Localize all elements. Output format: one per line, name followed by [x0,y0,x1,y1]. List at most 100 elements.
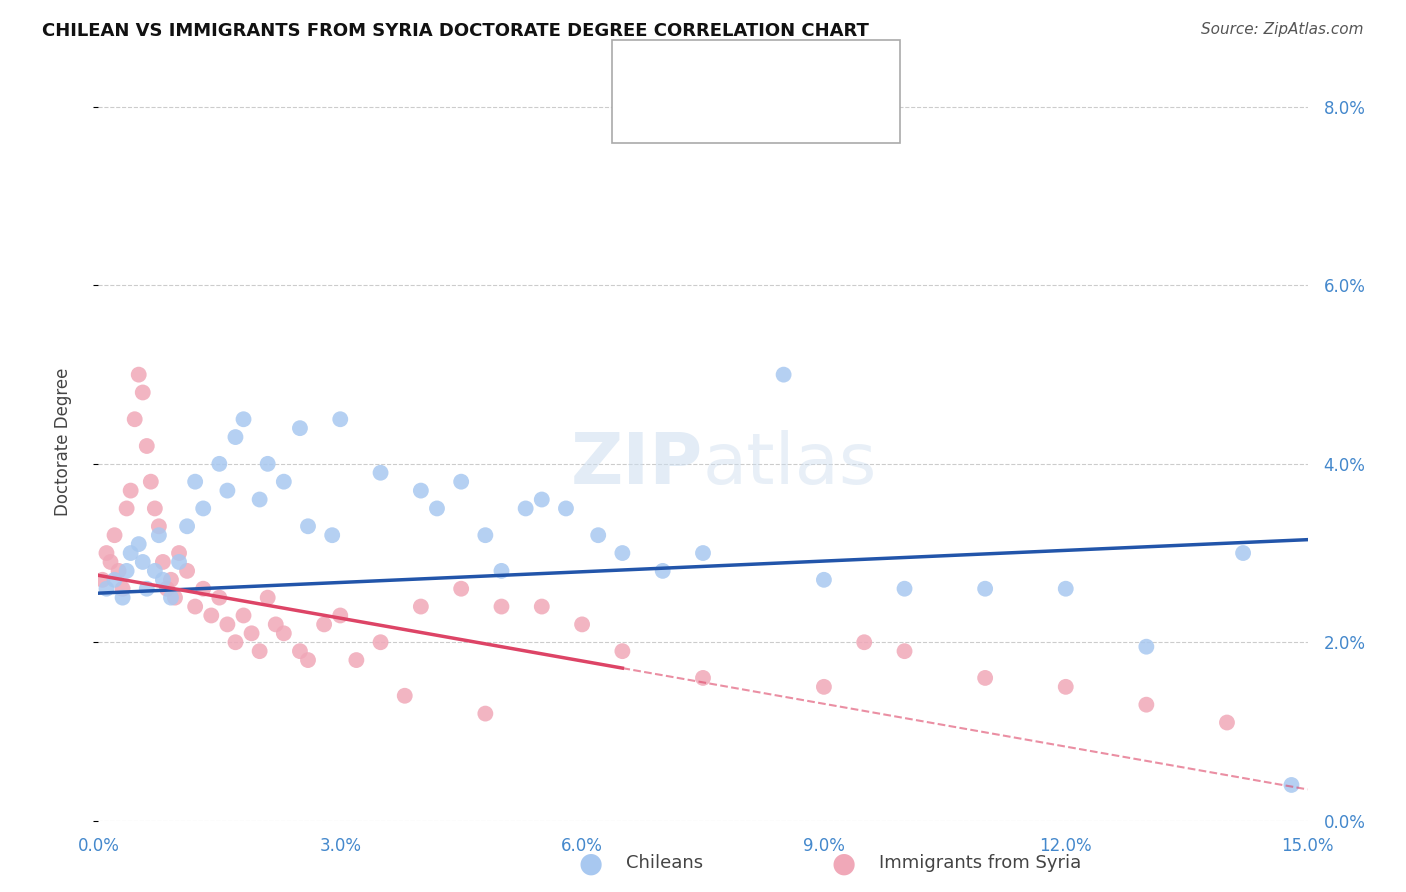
Point [612,644,634,658]
Point [148,519,170,533]
Point [132,385,155,400]
Point [208,457,231,471]
Point [139,475,162,489]
Point [555,501,578,516]
Text: R =  0.107   N = 48: R = 0.107 N = 48 [669,65,859,83]
Point [249,644,271,658]
Point [515,501,537,516]
Point [217,617,239,632]
Point [491,564,513,578]
Point [256,457,278,471]
Point [107,564,129,578]
Y-axis label: Doctorate Degree: Doctorate Degree [53,368,72,516]
Point [273,475,295,489]
Point [124,412,146,426]
Point [297,653,319,667]
Point [152,555,174,569]
Point [103,528,125,542]
Point [232,608,254,623]
Point [612,546,634,560]
Point [853,635,876,649]
Point [1281,778,1303,792]
Point [893,582,915,596]
Point [249,492,271,507]
Point [167,555,190,569]
Point [370,466,392,480]
Point [450,475,472,489]
Point [160,591,183,605]
Point [1232,546,1254,560]
Point [143,501,166,516]
Point [394,689,416,703]
Point [176,564,198,578]
Point [273,626,295,640]
Point [135,582,157,596]
Point [115,564,138,578]
Point [264,617,287,632]
Point [1135,640,1157,654]
Point [232,412,254,426]
Text: ●: ● [831,849,856,878]
Text: ●: ● [578,849,603,878]
Point [314,617,336,632]
Point [491,599,513,614]
Point [813,680,835,694]
Point [692,671,714,685]
Point [1135,698,1157,712]
Text: atlas: atlas [703,430,877,499]
Point [184,599,207,614]
Point [530,492,553,507]
Text: Immigrants from Syria: Immigrants from Syria [879,855,1081,872]
Point [426,501,449,516]
Point [100,555,122,569]
Point [184,475,207,489]
Point [974,582,997,596]
Point [651,564,673,578]
Point [208,591,231,605]
Point [120,546,142,560]
Point [329,608,352,623]
Point [474,706,496,721]
Point [200,608,222,623]
Point [160,573,183,587]
Point [128,368,150,382]
Point [474,528,496,542]
Point [224,430,246,444]
Point [135,439,157,453]
Point [193,501,215,516]
Point [193,582,215,596]
Point [111,591,134,605]
Text: Chileans: Chileans [626,855,703,872]
Point [163,591,186,605]
Point [893,644,915,658]
Point [224,635,246,649]
Point [96,582,118,596]
Point [120,483,142,498]
Point [128,537,150,551]
Point [530,599,553,614]
Point [409,483,432,498]
Point [156,582,179,596]
Point [370,635,392,649]
Point [143,564,166,578]
Text: CHILEAN VS IMMIGRANTS FROM SYRIA DOCTORATE DEGREE CORRELATION CHART: CHILEAN VS IMMIGRANTS FROM SYRIA DOCTORA… [42,22,869,40]
Point [91,573,114,587]
Text: R = -0.338  N = 55: R = -0.338 N = 55 [669,104,849,122]
Point [813,573,835,587]
Point [974,671,997,685]
Point [1054,680,1077,694]
Point [586,528,609,542]
Point [115,501,138,516]
Point [288,421,311,435]
Point [217,483,239,498]
Point [1054,582,1077,596]
Text: Source: ZipAtlas.com: Source: ZipAtlas.com [1201,22,1364,37]
Point [450,582,472,596]
Point [692,546,714,560]
Point [1216,715,1239,730]
Point [148,528,170,542]
Point [256,591,278,605]
Point [409,599,432,614]
Point [321,528,343,542]
Point [288,644,311,658]
